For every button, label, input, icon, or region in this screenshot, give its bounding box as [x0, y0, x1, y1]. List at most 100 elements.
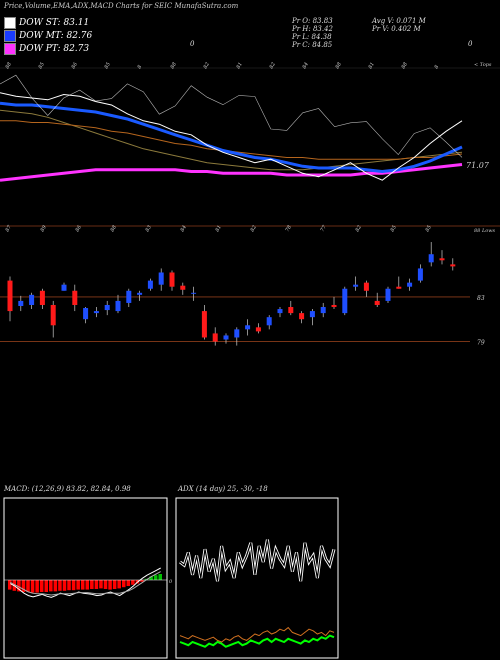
macd-hist-bar	[44, 580, 49, 592]
candle-body	[309, 311, 315, 318]
candle-body	[407, 282, 413, 287]
macd-hist-bar	[58, 580, 62, 591]
macd-hist-bar	[35, 580, 39, 593]
dow-mt-line	[0, 101, 463, 174]
candle-body	[342, 288, 348, 314]
macd-signal-line	[10, 571, 161, 596]
macd-frame	[3, 497, 168, 659]
legend-label: DOW PT: 82.73	[19, 44, 90, 54]
swatch-white	[4, 17, 16, 29]
bottom-tick-label: 84	[180, 224, 188, 233]
top-tick-label: 8	[434, 64, 441, 70]
candle-body	[439, 258, 445, 261]
info-pr-c: Pr C: 84.85	[292, 41, 333, 49]
candle-body	[277, 309, 283, 314]
ema-long-line	[0, 109, 463, 171]
top-tick-label: 82	[269, 61, 277, 70]
bottom-tick-label: 89	[40, 224, 49, 233]
candle-body	[450, 264, 456, 267]
candle-body	[417, 268, 423, 281]
bottom-tick-label: 78	[285, 224, 293, 233]
macd-hist-bar	[108, 580, 112, 590]
adx-di-minus-line	[179, 626, 335, 643]
candle-body	[61, 284, 67, 291]
bottom-tick-label: 85	[425, 224, 433, 233]
adx-header: ADX (14 day) 25, -30, -18	[178, 485, 268, 493]
macd-line	[10, 567, 161, 598]
adx-frame	[175, 497, 339, 659]
macd-hist-bar	[126, 580, 131, 586]
candle-body	[93, 311, 99, 314]
candle-body	[201, 311, 207, 338]
legend-dow-mt: DOW MT: 82.76	[4, 30, 92, 42]
info-avg-v: Avg V: 0.071 M	[372, 17, 426, 25]
macd-hist-bar	[140, 580, 144, 582]
candle-body	[72, 290, 78, 305]
info-pr-h: Pr H: 83.42	[292, 25, 334, 33]
top-tick-label: 8	[137, 64, 144, 70]
legend-dow-pt: DOW PT: 82.73	[4, 43, 89, 55]
candle-body	[29, 294, 35, 305]
candle-body	[191, 292, 197, 294]
bottom-tick-label: 81	[215, 224, 223, 233]
candle-body	[50, 304, 56, 326]
candle-body	[288, 307, 294, 314]
candle-body	[223, 335, 229, 340]
swatch-magenta	[4, 43, 16, 55]
page-title: Price,Volume,EMA,ADX,MACD Charts for SEI…	[4, 2, 239, 10]
candle-body	[299, 313, 305, 320]
top-tick-label: 88	[5, 61, 13, 70]
candle-body	[353, 284, 359, 287]
price-trace-line	[0, 74, 463, 158]
macd-hist-bar	[26, 580, 30, 592]
price-level-label: 83	[477, 295, 485, 302]
swatch-blue	[4, 30, 16, 42]
macd-hist-bar	[158, 574, 162, 580]
macd-hist-bar	[80, 580, 85, 590]
macd-hist-bar	[99, 580, 103, 589]
top-tick-label: 88	[335, 61, 343, 70]
ema-value-label: 71.07	[466, 161, 490, 170]
candle-body	[180, 285, 186, 290]
bottom-tick-label: 82	[355, 224, 363, 233]
candle-body	[331, 304, 337, 308]
candle-body	[255, 327, 261, 332]
top-tick-label: 86	[71, 61, 80, 70]
candle-body	[363, 282, 369, 291]
candle-body	[396, 286, 402, 289]
macd-hist-bar	[71, 580, 76, 591]
candle-body	[18, 300, 24, 306]
macd-hist-bar	[103, 580, 108, 589]
legend-dow-st: DOW ST: 83.11	[4, 17, 89, 29]
candle-body	[83, 308, 89, 320]
candle-body	[234, 329, 240, 338]
macd-hist-bar	[112, 580, 117, 589]
macd-hist-bar	[117, 580, 121, 589]
bottom-tick-label: 83	[145, 224, 153, 233]
candle-body	[212, 333, 218, 342]
info-pr-l: Pr L: 84.38	[292, 33, 332, 41]
info-zero: 0	[190, 40, 195, 48]
top-tick-label: 84	[302, 61, 310, 70]
candle-body	[115, 300, 121, 312]
candle-body	[266, 317, 272, 326]
macd-hist-bar	[21, 580, 26, 592]
candle-body	[137, 292, 143, 295]
bottom-tick-label: 86	[75, 224, 84, 233]
legend-label: DOW ST: 83.11	[19, 18, 90, 28]
bottom-tick-label: 87	[5, 224, 14, 233]
macd-hist-bar	[121, 580, 126, 588]
top-right-label: < Tops	[474, 62, 492, 68]
adx-line	[179, 634, 335, 648]
bottom-tick-label: 77	[320, 224, 329, 233]
top-tick-label: 81	[368, 61, 376, 70]
candle-body	[428, 254, 434, 263]
right-label-top: 88 Lows	[474, 228, 496, 234]
top-tick-label: 88	[401, 61, 409, 70]
adx-di-plus-inner	[179, 539, 335, 582]
macd-hist-bar	[149, 576, 153, 580]
candle-body	[126, 290, 132, 303]
candle-body	[39, 290, 45, 305]
candle-body	[374, 300, 380, 305]
